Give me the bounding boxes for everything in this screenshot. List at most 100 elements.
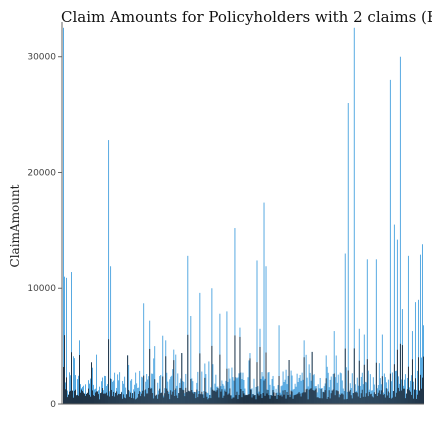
claim-bar-base: [262, 392, 264, 404]
claim-bar-base: [347, 370, 349, 404]
claim-bar-base: [312, 389, 314, 404]
claim-bar-base: [261, 398, 263, 404]
claim-bar-base: [71, 352, 72, 404]
claim-bar-base: [108, 339, 110, 404]
claim-bar-base: [166, 388, 168, 404]
claim-bar-base: [416, 394, 418, 404]
claim-bar-base: [389, 373, 391, 404]
claim-bar: [110, 266, 112, 404]
claim-bar-base: [225, 391, 227, 404]
claim-bar-base: [124, 397, 126, 404]
claim-bar-base: [64, 335, 65, 404]
claim-bar-base: [196, 389, 198, 404]
claim-bar-base: [68, 394, 69, 404]
claim-bar-base: [375, 362, 377, 404]
claim-bar: [360, 376, 362, 404]
claim-bar-base: [203, 397, 205, 404]
claim-bar: [312, 375, 314, 404]
claim-bar: [364, 381, 366, 404]
claim-bar: [190, 316, 192, 404]
claim-bar-base: [255, 399, 257, 404]
claim-bar-base: [175, 388, 177, 404]
claim-bar-base: [125, 398, 127, 404]
claim-bar: [407, 255, 409, 404]
claim-bar-base: [247, 394, 249, 404]
claim-bar: [152, 373, 154, 404]
claim-bar-base: [86, 393, 87, 404]
claim-bar: [396, 239, 398, 404]
claim-bar: [357, 385, 359, 404]
claim-bar-base: [123, 394, 125, 404]
claim-bar-base: [213, 390, 215, 404]
claim-bar-base: [184, 396, 186, 404]
claim-bar: [69, 372, 70, 404]
claim-bar-base: [322, 391, 324, 404]
claim-bar: [123, 383, 125, 404]
claim-bar-base: [218, 397, 220, 404]
claim-bar-base: [192, 392, 194, 404]
claim-bar-base: [368, 391, 370, 404]
claim-bar: [237, 377, 239, 404]
claim-bar: [381, 334, 383, 404]
claim-bar-base: [391, 397, 393, 404]
claim-bar-base: [229, 388, 231, 404]
claim-bar-base: [330, 393, 332, 404]
claim-bar-base: [134, 391, 136, 404]
claim-bar-base: [298, 391, 300, 404]
claim-bar: [235, 377, 237, 404]
claim-bar: [269, 384, 271, 404]
claim-bar: [107, 384, 109, 404]
claim-bar-base: [239, 336, 241, 404]
claim-bar-base: [283, 394, 285, 404]
claim-bar-base: [380, 390, 382, 404]
claim-bar-base: [344, 348, 346, 404]
claim-bar: [356, 377, 358, 404]
claim-bar: [332, 373, 334, 404]
claim-bar: [393, 224, 395, 404]
claim-bar: [201, 371, 203, 404]
claim-bar-base: [332, 389, 334, 404]
claim-bar: [233, 380, 235, 404]
claim-bar-base: [199, 353, 201, 404]
claim-bar-base: [404, 398, 406, 404]
claim-bar-base: [205, 391, 207, 404]
claim-bar: [420, 357, 422, 404]
bar-series: [63, 27, 424, 404]
claim-bar: [383, 373, 385, 404]
claim-bar: [247, 377, 249, 404]
claim-bar: [236, 378, 238, 404]
claim-bar-base: [102, 388, 104, 404]
claim-bar-base: [165, 356, 167, 404]
claim-bar-base: [373, 392, 375, 404]
claim-bar-base: [147, 393, 149, 404]
claim-bar-base: [251, 397, 253, 404]
claim-bar: [73, 356, 74, 404]
claim-bar-base: [265, 352, 267, 404]
claim-bar-base: [66, 377, 67, 404]
claim-bar-base: [390, 398, 392, 404]
claim-bar-base: [309, 388, 311, 404]
claim-bar-base: [386, 395, 388, 404]
claim-bar-base: [306, 388, 308, 404]
claim-bar: [272, 375, 274, 404]
claim-bar: [404, 374, 406, 404]
claim-bar: [351, 373, 353, 404]
claim-bar: [345, 367, 347, 404]
claim-bar-base: [387, 391, 389, 404]
claim-bar: [175, 354, 177, 404]
claim-bar-base: [233, 397, 235, 404]
claim-bar-base: [335, 390, 337, 404]
claim-bar: [378, 363, 380, 404]
claim-bar-base: [278, 376, 280, 404]
claim-bar-base: [178, 393, 180, 404]
claim-bar: [112, 381, 114, 404]
claim-bar-base: [310, 388, 312, 404]
claim-bar: [285, 369, 287, 404]
claim-bar-base: [127, 355, 129, 404]
claim-bar: [327, 372, 329, 404]
claim-bar-base: [319, 398, 321, 404]
claim-bar: [226, 311, 228, 404]
claim-bar-base: [399, 343, 401, 404]
claim-bar: [128, 364, 130, 404]
y-axis-ticks: 0 10000 20000 30000: [27, 53, 62, 410]
